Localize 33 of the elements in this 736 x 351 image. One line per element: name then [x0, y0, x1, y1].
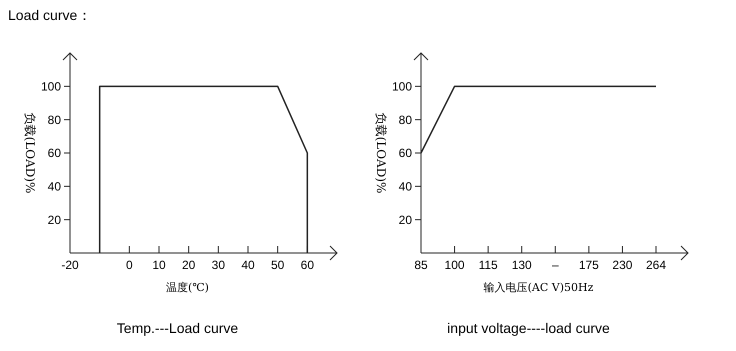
- x-tick-label: 0: [126, 258, 133, 272]
- x-tick-label: 100: [444, 258, 465, 272]
- y-tick-label: 20: [398, 212, 412, 227]
- y-tick-label: 100: [40, 80, 62, 94]
- x-tick-label: 10: [152, 258, 166, 272]
- x-axis-title: 输入电压(AC V)50Hz: [484, 281, 594, 294]
- text: input voltage----load curve: [447, 320, 610, 336]
- y-axis-title: 负载(LOAD)%: [374, 112, 388, 194]
- y-tick-label: 60: [48, 146, 62, 160]
- x-tick-label: –: [552, 258, 559, 272]
- y-tick-label: 80: [48, 112, 62, 127]
- y-tick-label: 20: [48, 212, 62, 227]
- y-tick-label: 60: [398, 146, 412, 160]
- x-tick-label: 60: [300, 258, 314, 272]
- x-tick-label: 40: [241, 258, 255, 272]
- y-tick-label: 100: [392, 80, 412, 94]
- y-tick-label: 80: [398, 112, 412, 127]
- x-tick-label: 85: [414, 258, 428, 272]
- x-tick-label: 50: [270, 258, 285, 272]
- x-tick-label: 230: [612, 258, 633, 272]
- x-tick-label: -20: [61, 258, 79, 272]
- x-tick-label: 130: [512, 258, 532, 272]
- x-tick-label: 175: [578, 258, 600, 272]
- y-axis-title: 负载(LOAD)%: [22, 112, 37, 194]
- x-tick-label: 264: [646, 258, 666, 272]
- text: Temp.---Load curve: [116, 320, 238, 336]
- x-axis-title: 温度(℃): [166, 281, 209, 294]
- x-tick-label: 20: [182, 258, 196, 272]
- text: Load curve：: [8, 7, 92, 23]
- x-tick-label: 115: [478, 258, 498, 272]
- x-tick-label: 30: [212, 258, 226, 272]
- y-tick-label: 40: [398, 180, 412, 194]
- y-tick-label: 40: [48, 180, 62, 194]
